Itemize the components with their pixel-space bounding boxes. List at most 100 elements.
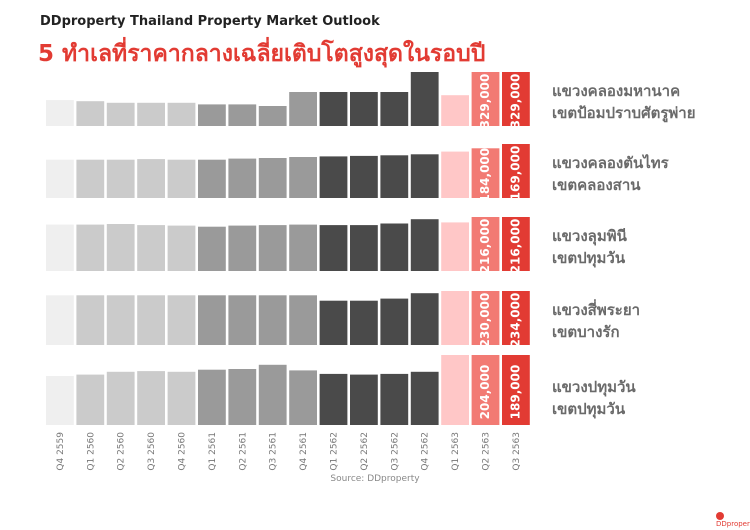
data-label: 204,000 (478, 365, 492, 420)
bar (76, 101, 105, 126)
bar (198, 159, 226, 198)
bar (350, 155, 378, 198)
district-label: เขตคลองสาน (552, 176, 641, 194)
location-label: แขวงปทุมวัน (552, 378, 636, 397)
bar (410, 293, 439, 345)
bar (198, 226, 226, 271)
bar (167, 225, 196, 271)
bar (137, 371, 165, 425)
bar (106, 159, 135, 198)
data-label: 169,000 (508, 146, 522, 201)
bar (502, 144, 530, 198)
bar (502, 217, 530, 271)
bar (106, 295, 135, 345)
bar (46, 295, 74, 345)
bar (471, 291, 500, 345)
bar (471, 355, 500, 425)
bar (350, 92, 378, 126)
bar (410, 219, 439, 271)
data-label: 189,000 (508, 365, 522, 420)
data-label: 216,000 (508, 219, 522, 274)
data-label: 234,000 (508, 293, 522, 348)
bar (228, 225, 257, 271)
district-label: เขตปทุมวัน (552, 249, 626, 268)
x-tick-label: Q2 2563 (482, 432, 492, 471)
bar (167, 295, 196, 345)
bar (258, 295, 287, 345)
bar (350, 374, 378, 425)
data-label: 184,000 (478, 148, 492, 203)
data-label: 329,000 (478, 74, 492, 129)
source-note: Source: DDproperty (330, 474, 420, 484)
bar (380, 298, 409, 345)
x-tick-label: Q4 2559 (56, 432, 66, 471)
bar (289, 370, 317, 425)
bar (289, 295, 317, 345)
bar (76, 224, 105, 271)
bar (502, 72, 530, 126)
bar (137, 225, 165, 271)
bar (228, 295, 257, 345)
bar (289, 224, 317, 271)
x-tick-label: Q3 2560 (147, 432, 157, 471)
bar (228, 158, 257, 198)
bar (410, 154, 439, 198)
bar (46, 224, 74, 271)
bar (380, 223, 409, 271)
bar (471, 148, 500, 198)
bar (410, 371, 439, 425)
bar (258, 225, 287, 271)
location-label: แขวงลุมพินี (552, 227, 628, 246)
panel-3: 216,000 216,000 แขวงลุมพินีเขตปทุมวัน (46, 217, 628, 273)
bar (502, 355, 530, 425)
bar (319, 225, 348, 271)
bar (137, 295, 165, 345)
bar (319, 92, 348, 126)
bar (258, 364, 287, 425)
bar (410, 72, 439, 126)
data-label: 216,000 (478, 219, 492, 274)
x-tick-label: Q2 2562 (360, 432, 370, 471)
bar (289, 157, 317, 198)
bar (258, 106, 287, 126)
x-tick-label: Q1 2560 (86, 432, 96, 471)
page-title: 5 ทำเลที่ราคากลางเฉลี่ยเติบโตสูงสุดในรอบ… (38, 41, 486, 67)
district-label: เขตปทุมวัน (552, 400, 626, 419)
bar (502, 291, 530, 345)
location-label: แขวงสี่พระยา (552, 299, 640, 319)
bar (46, 376, 74, 425)
x-tick-label: Q2 2560 (117, 432, 127, 471)
bar (106, 224, 135, 271)
bar (76, 374, 105, 425)
data-label: 230,000 (478, 293, 492, 348)
bar (441, 291, 469, 345)
bar (106, 371, 135, 425)
bar (106, 102, 135, 126)
bar (319, 373, 348, 425)
bar (167, 371, 196, 425)
bar (46, 100, 74, 126)
x-tick-label: Q3 2562 (390, 432, 400, 471)
bar (441, 95, 469, 126)
bar (137, 102, 165, 126)
bar (380, 92, 409, 126)
bar (471, 72, 500, 126)
bar (319, 156, 348, 198)
panel-1: 329,000 329,000 แขวงคลองมหานาคเขตป้อมปราบศ… (46, 72, 695, 128)
district-label: เขตบางรัก (552, 323, 620, 341)
bar (289, 92, 317, 126)
bar (441, 151, 469, 198)
location-label: แขวงคลองมหานาค (552, 82, 680, 100)
data-label: 329,000 (508, 74, 522, 129)
district-label: เขตป้อมปราบศัตรูพ่าย (552, 104, 695, 123)
bar (350, 225, 378, 271)
location-label: แขวงคลองตันไทร (552, 153, 670, 172)
x-tick-label: Q3 2563 (512, 432, 522, 471)
bar (198, 295, 226, 345)
bar (258, 158, 287, 198)
x-tick-label: Q1 2561 (208, 432, 218, 471)
bar (441, 355, 469, 425)
x-tick-label: Q4 2560 (178, 432, 188, 471)
